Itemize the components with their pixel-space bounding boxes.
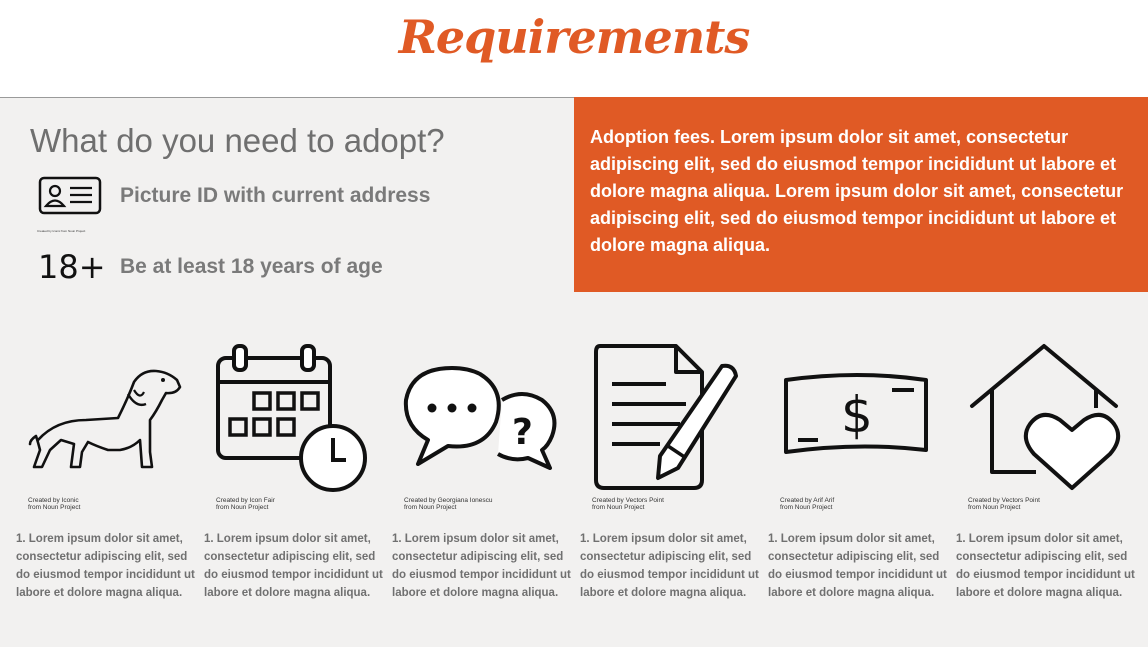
icon-credit: Created by Icon Fair from Noun Project — [216, 497, 275, 511]
card-description: 1. Lorem ipsum dolor sit amet, consectet… — [392, 533, 571, 599]
id-card-icon — [38, 176, 102, 215]
icon-credit-line: from Noun Project — [780, 504, 833, 511]
calendar-clock-icon — [216, 344, 367, 492]
requirement-age: 18+ Be at least 18 years of age — [38, 248, 383, 286]
page-title: Requirements — [398, 10, 751, 64]
requirement-picture-id: Picture ID with current address — [38, 176, 430, 216]
card-description: 1. Lorem ipsum dolor sit amet, consectet… — [580, 533, 759, 599]
house-heart-icon — [970, 344, 1121, 490]
adopt-question-heading: What do you need to adopt? — [30, 122, 445, 159]
requirement-label: Be at least 18 years of age — [120, 255, 383, 278]
icon-credit: Created by Vectors Point from Noun Proje… — [968, 497, 1040, 511]
card-description: 1. Lorem ipsum dolor sit amet, consectet… — [16, 533, 195, 599]
card-description: 1. Lorem ipsum dolor sit amet, consectet… — [204, 533, 383, 599]
icon-credit: Created by Georgiana Ionescu from Noun P… — [404, 497, 493, 511]
id-icon-credit: Created by Iconic from Noun Project — [37, 229, 86, 233]
icon-credit-line: from Noun Project — [968, 504, 1021, 511]
icon-credit-line: from Noun Project — [28, 504, 81, 511]
dog-icon — [28, 369, 182, 469]
icon-credit-line: Created by Vectors Point — [968, 497, 1040, 504]
icon-credit-line: Created by Arif Arif — [780, 497, 835, 504]
icon-credit-line: Created by Iconic — [28, 497, 79, 504]
icon-credit-line: from Noun Project — [216, 504, 269, 511]
card-description: 1. Lorem ipsum dolor sit amet, consectet… — [956, 533, 1135, 599]
adoption-fees-text: Adoption fees. Lorem ipsum dolor sit ame… — [590, 127, 1124, 255]
icon-credit-line: from Noun Project — [404, 504, 457, 511]
icon-credit-line: Created by Icon Fair — [216, 497, 275, 504]
icon-credit: Created by Iconic from Noun Project — [28, 497, 80, 511]
card-description: 1. Lorem ipsum dolor sit amet, consectet… — [768, 533, 947, 599]
adoption-fees-box: Adoption fees. Lorem ipsum dolor sit ame… — [574, 97, 1148, 292]
icon-credit: Created by Vectors Point from Noun Proje… — [592, 497, 664, 511]
requirement-label: Picture ID with current address — [120, 184, 431, 207]
svg-text:$: $ — [841, 386, 873, 444]
document-pen-icon — [594, 344, 738, 490]
icon-credit: Created by Arif Arif from Noun Project — [780, 497, 834, 511]
icon-credit-line: from Noun Project — [592, 504, 645, 511]
svg-text:?: ? — [512, 412, 533, 453]
icon-credit-line: Created by Georgiana Ionescu — [404, 497, 493, 504]
speech-bubbles-icon: ? — [403, 366, 557, 470]
dollar-bill-icon: $ — [784, 373, 928, 454]
icon-credit-line: Created by Vectors Point — [592, 497, 664, 504]
age-18-plus-badge: 18+ — [38, 248, 106, 286]
